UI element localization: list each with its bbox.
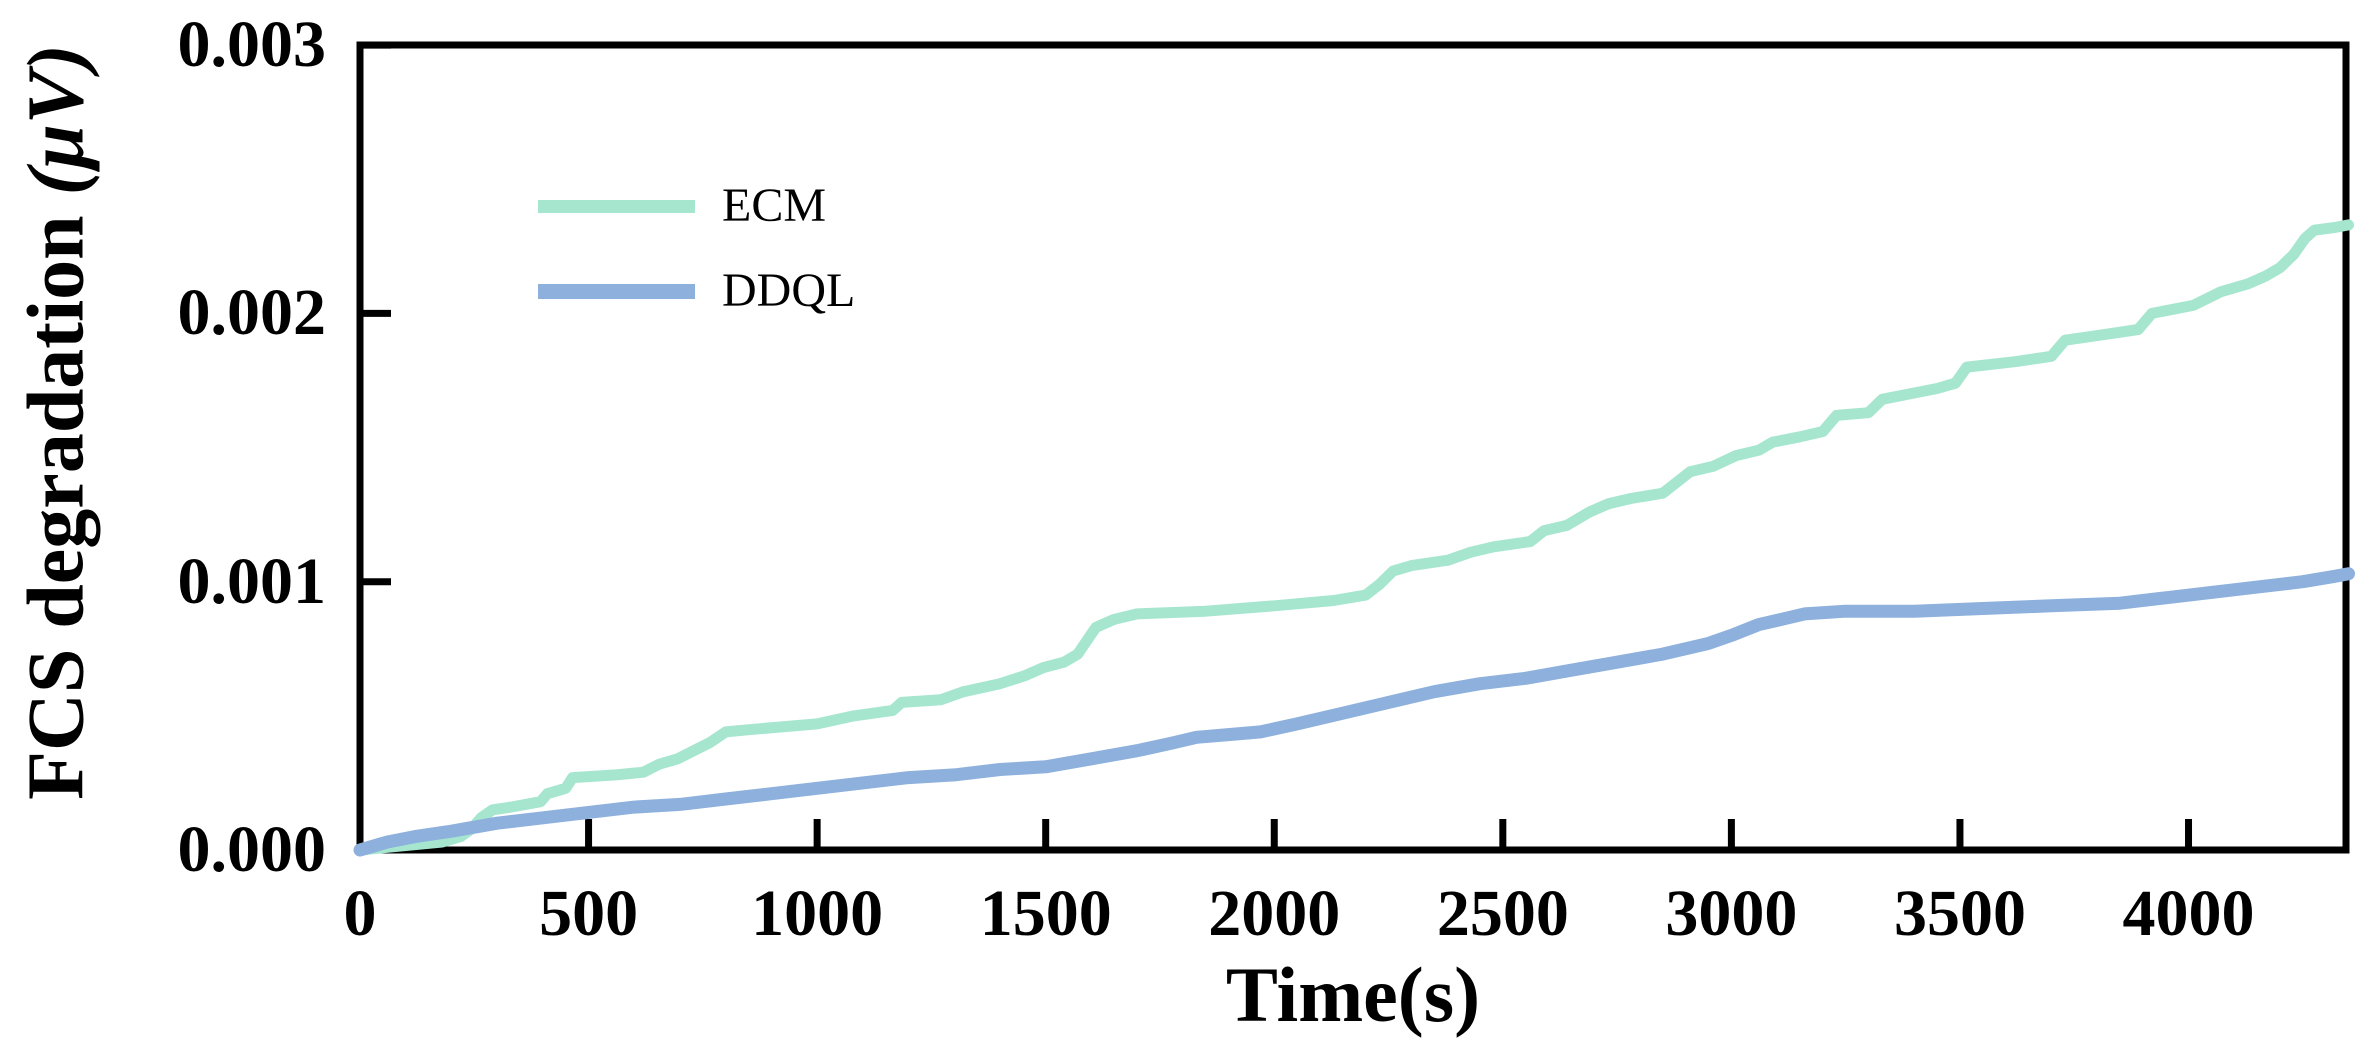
legend-item-ddql: DDQL xyxy=(538,261,855,321)
x-tick-label: 1500 xyxy=(979,877,1112,950)
legend-label-ecm: ECM xyxy=(722,179,827,232)
y-tick-label: 0.003 xyxy=(177,8,327,82)
x-tick-label: 3000 xyxy=(1665,877,1798,950)
legend-swatch-ecm xyxy=(538,199,695,213)
x-tick-label: 4000 xyxy=(2122,877,2255,950)
legend-label-ddql: DDQL xyxy=(722,264,856,317)
x-axis-title: Time(s) xyxy=(1225,951,1481,1038)
y-tick-label: 0.002 xyxy=(177,276,327,350)
y-axis-title: FCS degradation (μV) xyxy=(12,44,103,800)
x-tick-label: 2000 xyxy=(1208,877,1341,950)
x-tick-label: 1000 xyxy=(751,877,884,950)
x-tick-label: 3500 xyxy=(1893,877,2026,950)
y-tick-label: 0.000 xyxy=(177,813,327,886)
x-tick-label: 0 xyxy=(343,877,377,950)
x-tick-label: 2500 xyxy=(1436,877,1569,950)
plot-box xyxy=(356,41,2350,854)
series-line-ddql xyxy=(353,567,2355,857)
legend-item-ecm: ECM xyxy=(538,176,826,236)
y-tick-label: 0.001 xyxy=(177,544,327,618)
series-line-ecm xyxy=(354,219,2354,856)
legend-swatch-ddql xyxy=(538,283,695,299)
x-tick-label: 500 xyxy=(539,877,639,950)
